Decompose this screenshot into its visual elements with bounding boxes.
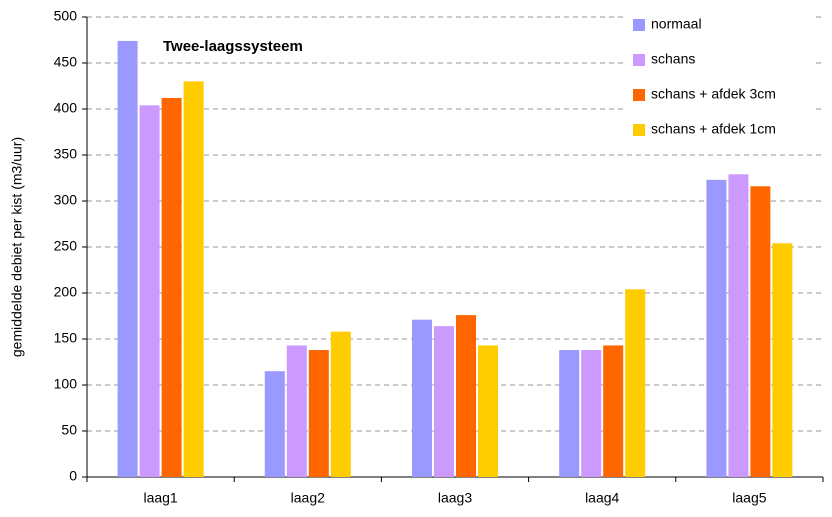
x-tick-label: laag1 [143,490,177,506]
y-tick-label: 150 [54,330,78,346]
legend-swatch [633,89,645,101]
y-tick-label: 300 [54,192,78,208]
bar [330,331,351,477]
legend-label: schans + afdek 1cm [651,121,776,137]
bar [728,174,749,477]
y-tick-label: 400 [54,100,78,116]
bar [625,289,646,477]
legend-label: normaal [651,16,702,32]
bar [603,345,624,477]
y-tick-label: 200 [54,284,78,300]
bar [412,319,432,477]
bar [706,179,727,477]
bar [183,81,204,478]
x-tick-label: laag3 [438,490,472,506]
bar [478,345,498,477]
legend-box [625,10,815,146]
bar [286,345,307,477]
legend-swatch [633,54,645,66]
legend-swatch [633,124,645,136]
bar [161,97,182,478]
legend-label: schans [651,51,695,67]
bar [559,350,580,477]
bar [456,315,476,477]
bar [434,326,454,477]
bar [264,371,285,477]
x-tick-label: laag5 [732,490,766,506]
x-tick-label: laag4 [585,490,619,506]
y-tick-label: 250 [54,238,78,254]
legend-swatch [633,19,645,31]
bar [772,243,793,477]
bar [117,40,138,478]
y-tick-label: 450 [54,54,78,70]
bar [581,350,602,477]
y-tick-label: 50 [61,422,77,438]
bar [308,350,329,477]
y-tick-label: 100 [54,376,78,392]
y-tick-label: 500 [54,8,78,24]
y-tick-label: 0 [69,468,77,484]
legend-label: schans + afdek 3cm [651,86,776,102]
chart-title: Twee-laagssysteem [163,38,303,55]
y-tick-label: 350 [54,146,78,162]
x-tick-label: laag2 [291,490,325,506]
bar [139,105,160,477]
bar [750,186,771,477]
y-axis-label: gemiddelde debiet per kist (m3/uur) [9,137,25,357]
